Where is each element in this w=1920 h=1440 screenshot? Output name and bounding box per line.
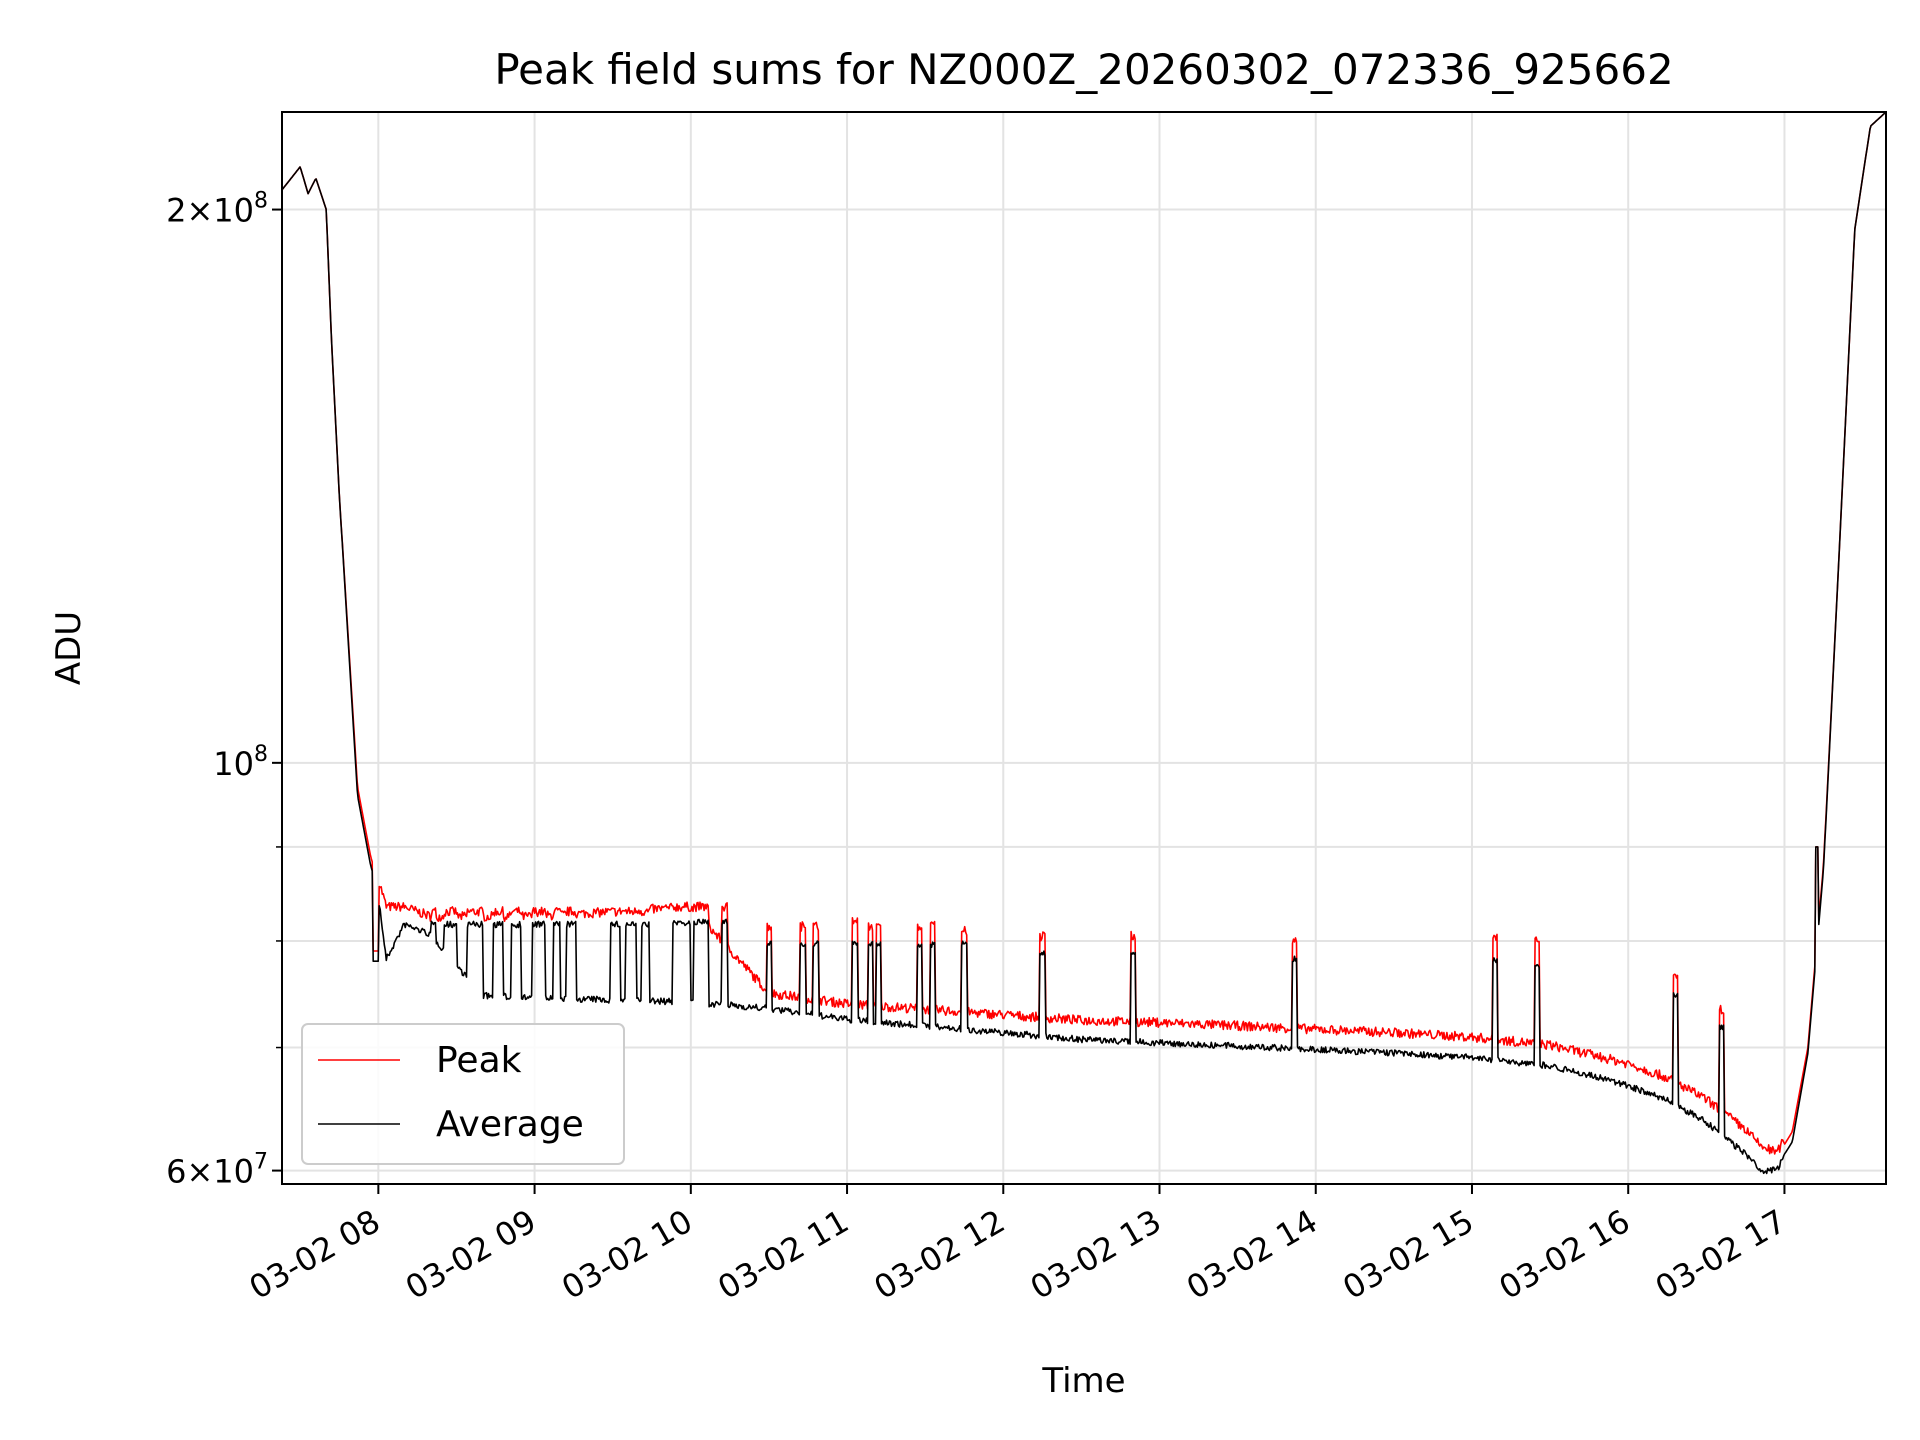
x-axis-label: Time bbox=[1041, 1361, 1125, 1401]
y-tick-label: 6×107 bbox=[166, 1150, 268, 1191]
legend: Peak Average bbox=[301, 1023, 625, 1165]
series-layer bbox=[281, 111, 1887, 1175]
series-line-peak bbox=[281, 111, 1887, 1155]
series-line-average bbox=[281, 111, 1887, 1175]
y-tick-label: 2×108 bbox=[166, 189, 268, 230]
plot-frame bbox=[281, 111, 1887, 1185]
y-tick-label: 108 bbox=[213, 742, 268, 783]
legend-label-peak: Peak bbox=[436, 1040, 522, 1081]
legend-box bbox=[301, 1023, 625, 1165]
y-axis-label: ADU bbox=[49, 611, 89, 685]
grid bbox=[282, 112, 1886, 1184]
legend-label-average: Average bbox=[436, 1104, 584, 1145]
chart-title: Peak field sums for NZ000Z_20260302_0723… bbox=[494, 45, 1673, 94]
